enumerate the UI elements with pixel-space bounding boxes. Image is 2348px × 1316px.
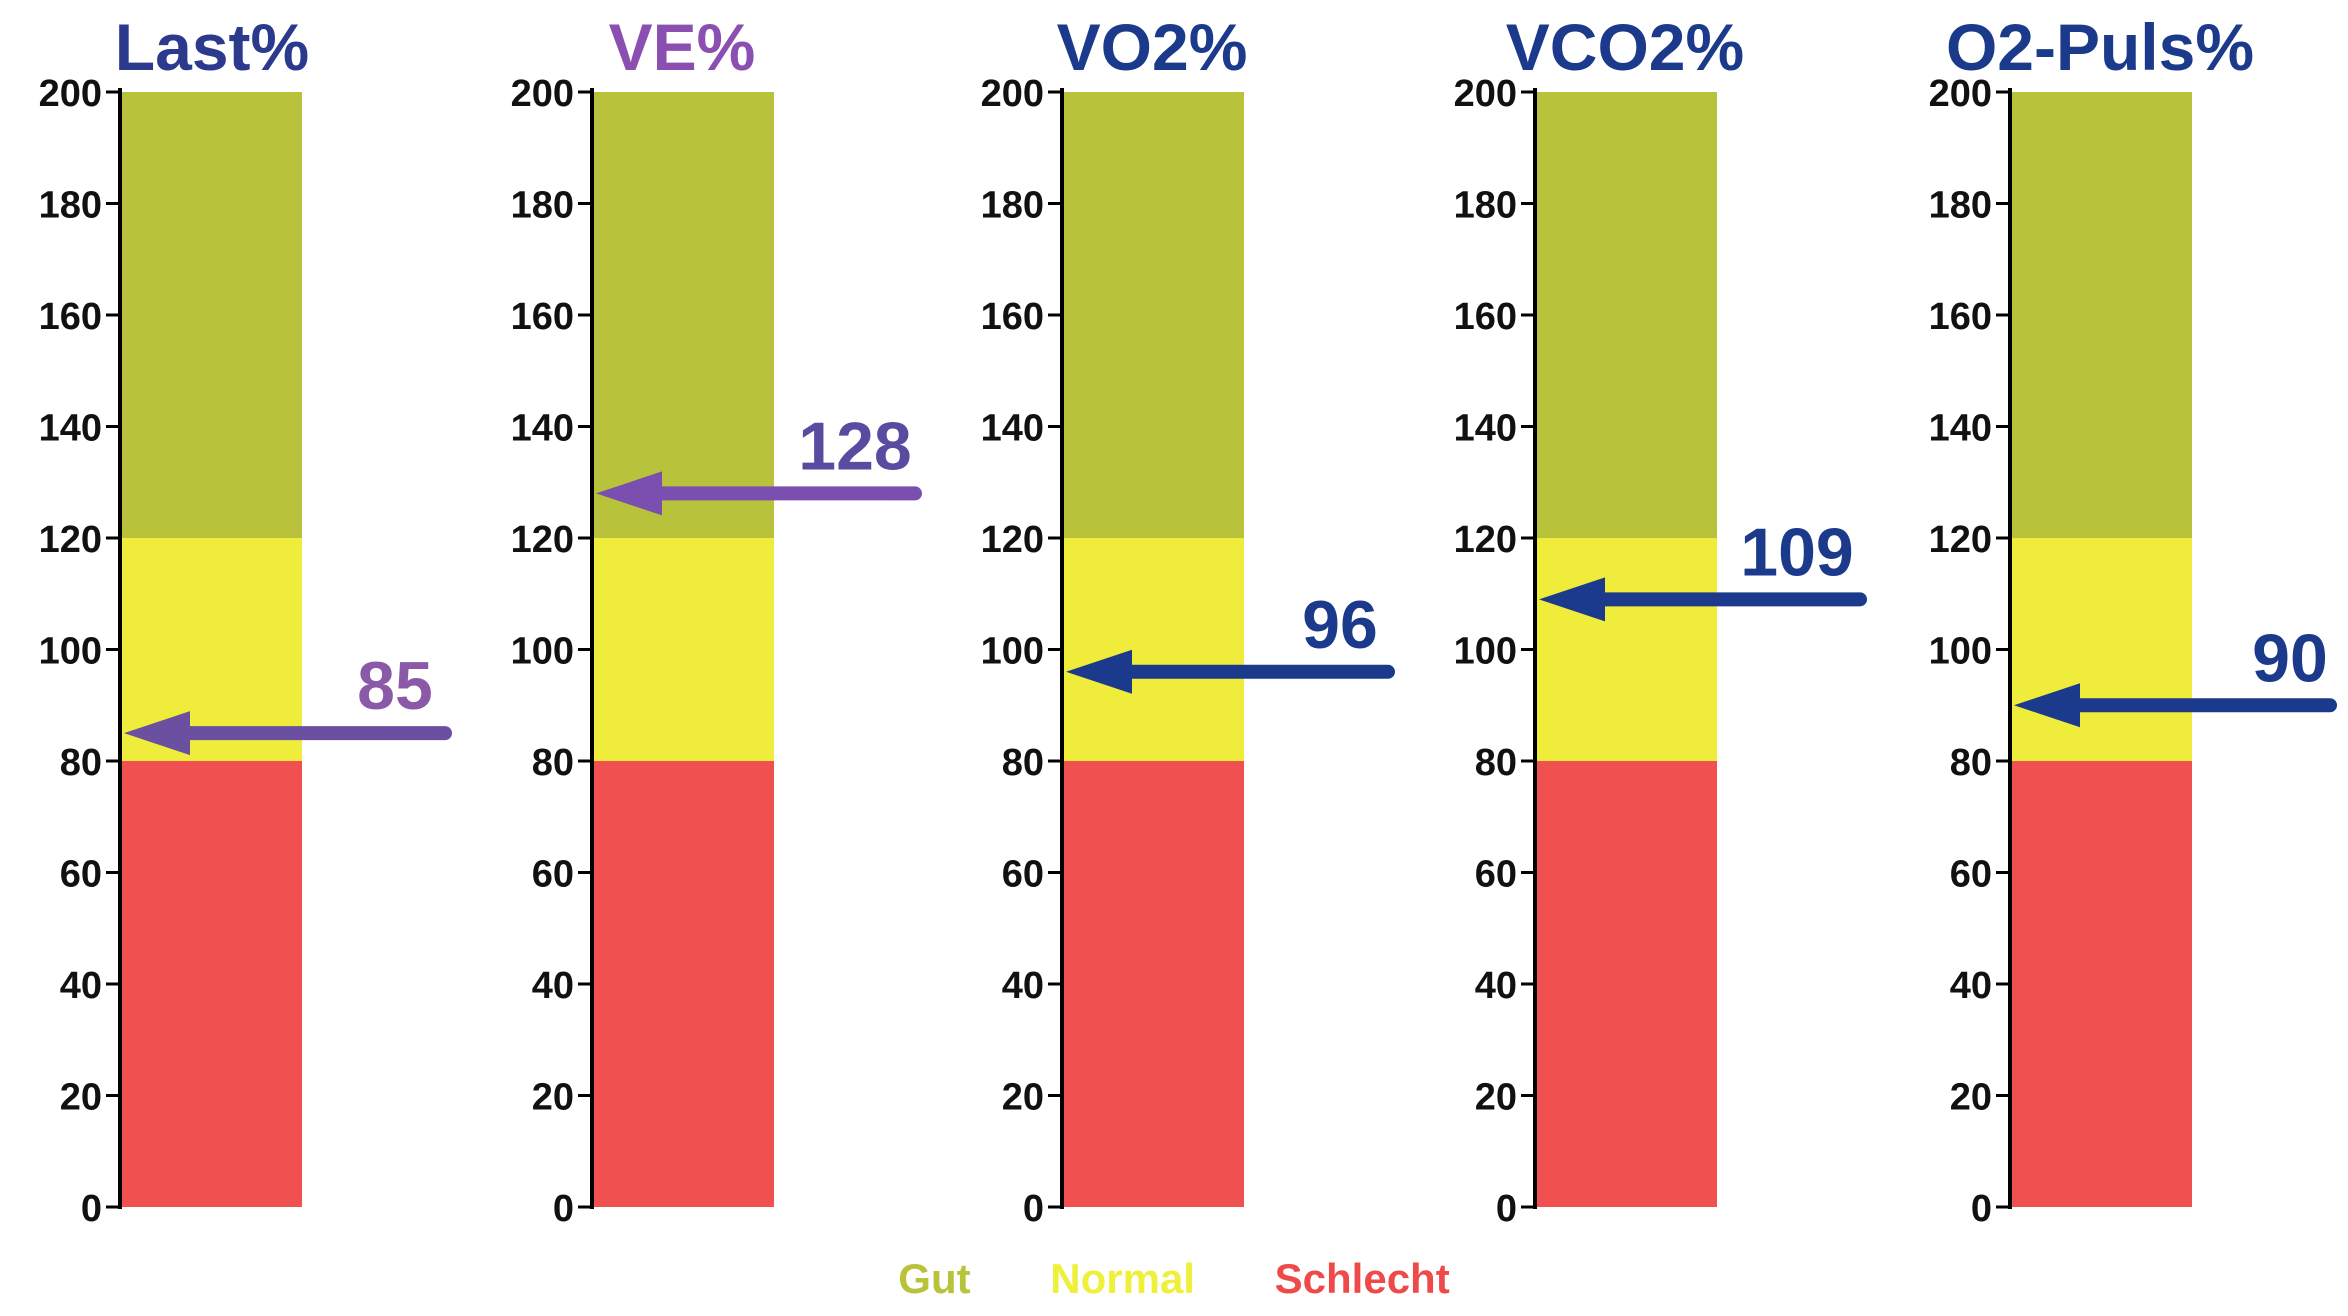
tick-label-3-0: 0 [1023,1188,1044,1230]
tick-label-5-100: 100 [1929,631,1992,673]
tick-label-5-160: 160 [1929,296,1992,338]
tick-label-1-60: 60 [60,854,102,896]
panel-title-2: VE% [609,10,756,84]
band-gut-4 [1537,92,1717,538]
tick-label-1-0: 0 [81,1188,102,1230]
band-gut-1 [122,92,302,538]
tick-label-5-120: 120 [1929,519,1992,561]
tick-label-5-80: 80 [1950,742,1992,784]
tick-label-4-60: 60 [1475,854,1517,896]
band-gut-3 [1064,92,1244,538]
tick-label-3-40: 40 [1002,965,1044,1007]
tick-label-4-80: 80 [1475,742,1517,784]
tick-label-4-140: 140 [1454,408,1517,450]
tick-label-3-120: 120 [981,519,1044,561]
tick-label-4-20: 20 [1475,1077,1517,1119]
tick-label-4-160: 160 [1454,296,1517,338]
tick-label-4-200: 200 [1454,73,1517,115]
tick-label-1-180: 180 [39,185,102,227]
tick-label-3-60: 60 [1002,854,1044,896]
value-label-3: 96 [1302,587,1378,663]
legend-normal: Normal [1050,1255,1195,1302]
value-arrow-head-1 [124,711,190,756]
band-schlecht-4 [1537,761,1717,1207]
tick-label-5-140: 140 [1929,408,1992,450]
tick-label-2-140: 140 [511,408,574,450]
tick-label-3-100: 100 [981,631,1044,673]
value-arrow-head-4 [1539,577,1605,622]
value-arrow-head-3 [1066,649,1132,694]
tick-label-2-80: 80 [532,742,574,784]
value-label-4: 109 [1740,514,1853,590]
tick-label-3-80: 80 [1002,742,1044,784]
tick-label-5-20: 20 [1950,1077,1992,1119]
tick-label-2-20: 20 [532,1077,574,1119]
band-schlecht-1 [122,761,302,1207]
panel-title-5: O2-Puls% [1946,10,2254,84]
legend: Gut Normal Schlecht [0,1255,2348,1303]
value-label-1: 85 [357,648,433,724]
band-schlecht-3 [1064,761,1244,1207]
value-arrow-head-2 [596,471,662,516]
band-normal-3 [1064,538,1244,761]
tick-label-1-140: 140 [39,408,102,450]
tick-label-2-120: 120 [511,519,574,561]
value-arrow-head-5 [2014,683,2080,728]
band-schlecht-5 [2012,761,2192,1207]
tick-label-1-200: 200 [39,73,102,115]
band-gut-2 [594,92,774,538]
value-label-2: 128 [798,408,911,484]
tick-label-3-140: 140 [981,408,1044,450]
tick-label-4-0: 0 [1496,1188,1517,1230]
tick-label-4-40: 40 [1475,965,1517,1007]
tick-label-3-180: 180 [981,185,1044,227]
tick-label-5-0: 0 [1971,1188,1992,1230]
tick-label-2-40: 40 [532,965,574,1007]
tick-label-3-160: 160 [981,296,1044,338]
band-normal-4 [1537,538,1717,761]
legend-gut: Gut [898,1255,971,1302]
tick-label-4-120: 120 [1454,519,1517,561]
tick-label-5-60: 60 [1950,854,1992,896]
tick-label-2-160: 160 [511,296,574,338]
tick-label-1-20: 20 [60,1077,102,1119]
panel-title-1: Last% [115,10,309,84]
tick-label-1-80: 80 [60,742,102,784]
band-schlecht-2 [594,761,774,1207]
tick-label-1-40: 40 [60,965,102,1007]
panel-title-3: VO2% [1057,10,1248,84]
tick-label-2-180: 180 [511,185,574,227]
tick-label-3-20: 20 [1002,1077,1044,1119]
legend-schlecht: Schlecht [1274,1255,1450,1302]
panel-title-4: VCO2% [1506,10,1744,84]
tick-label-1-100: 100 [39,631,102,673]
band-normal-2 [594,538,774,761]
tick-label-4-180: 180 [1454,185,1517,227]
tick-label-5-180: 180 [1929,185,1992,227]
tick-label-1-160: 160 [39,296,102,338]
tick-label-2-0: 0 [553,1188,574,1230]
band-normal-5 [2012,538,2192,761]
tick-label-1-120: 120 [39,519,102,561]
tick-label-4-100: 100 [1454,631,1517,673]
band-gut-5 [2012,92,2192,538]
tick-label-2-60: 60 [532,854,574,896]
tick-label-5-40: 40 [1950,965,1992,1007]
tick-label-2-100: 100 [511,631,574,673]
tick-label-5-200: 200 [1929,73,1992,115]
tick-label-2-200: 200 [511,73,574,115]
tick-label-3-200: 200 [981,73,1044,115]
value-label-5: 90 [2252,620,2328,696]
